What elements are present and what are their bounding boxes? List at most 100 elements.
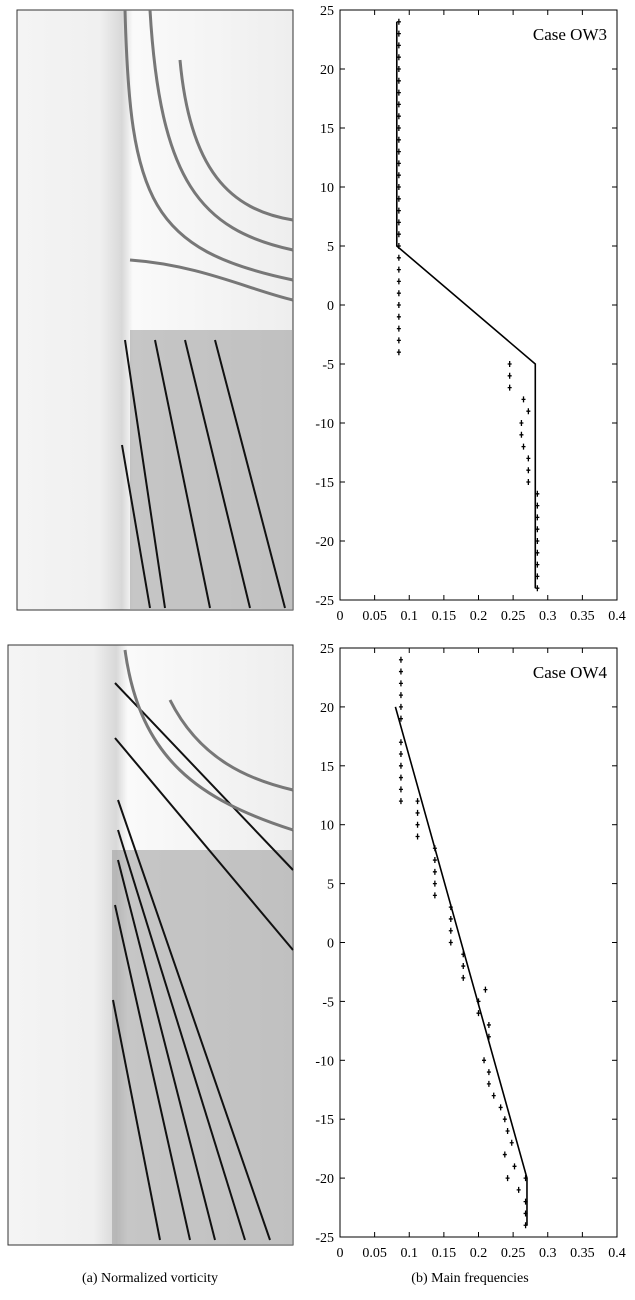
y-tick-label: 5 <box>327 240 334 255</box>
marker <box>461 963 466 970</box>
marker <box>521 443 526 450</box>
marker <box>482 1057 487 1064</box>
marker <box>448 915 453 922</box>
marker <box>519 420 524 426</box>
y-tick-label: 10 <box>320 819 334 834</box>
marker <box>448 939 453 946</box>
vorticity-image-bottom <box>7 644 294 1246</box>
marker <box>415 809 420 816</box>
marker <box>396 290 401 297</box>
x-tick-label: 0.35 <box>570 609 595 624</box>
x-tick-label: 0.2 <box>470 1246 488 1261</box>
marker <box>486 1021 491 1028</box>
marker <box>491 1092 496 1099</box>
marker <box>398 786 403 793</box>
x-tick-label: 0.4 <box>608 1246 626 1261</box>
marker <box>398 703 403 710</box>
marker <box>398 739 403 746</box>
marker <box>398 656 403 663</box>
marker <box>486 1069 491 1076</box>
marker <box>415 833 420 840</box>
marker <box>486 1080 491 1087</box>
x-tick-label: 0.25 <box>501 609 526 624</box>
marker <box>507 361 512 367</box>
marker <box>432 880 437 887</box>
y-tick-label: 0 <box>327 299 334 314</box>
vorticity-image-top <box>16 9 294 611</box>
marker <box>507 372 512 379</box>
marker <box>398 692 403 699</box>
y-tick-label: 25 <box>320 642 334 657</box>
marker <box>498 1104 503 1111</box>
marker <box>448 927 453 934</box>
marker <box>396 302 401 308</box>
x-tick-label: 0.15 <box>432 609 457 624</box>
y-tick-label: 20 <box>320 701 334 716</box>
marker <box>432 857 437 864</box>
marker <box>526 467 531 474</box>
marker <box>398 715 403 722</box>
marker <box>396 254 401 261</box>
annotation: Case OW3 <box>533 25 607 44</box>
annotation: Case OW4 <box>533 663 608 682</box>
marker <box>415 821 420 828</box>
marker <box>398 762 403 769</box>
marker <box>396 349 401 356</box>
x-tick-label: 0.3 <box>539 609 557 624</box>
y-tick-label: 15 <box>320 122 334 137</box>
y-tick-label: -20 <box>315 535 334 550</box>
x-tick-label: 0 <box>337 609 344 624</box>
marker <box>505 1175 510 1182</box>
fit-line <box>394 706 528 1226</box>
x-tick-label: 0.25 <box>501 1246 526 1261</box>
y-tick-label: -10 <box>315 417 334 432</box>
marker <box>432 892 437 899</box>
marker <box>461 974 466 981</box>
marker <box>509 1139 514 1146</box>
marker <box>519 431 524 438</box>
marker <box>505 1127 510 1134</box>
marker <box>476 1010 481 1017</box>
y-tick-label: 20 <box>320 63 334 78</box>
plot-frame <box>339 647 618 1238</box>
marker <box>396 278 401 285</box>
y-tick-label: 25 <box>320 4 334 19</box>
x-tick-label: 0.4 <box>608 609 626 624</box>
marker <box>415 798 420 805</box>
marker <box>396 337 401 344</box>
marker <box>521 396 526 403</box>
marker <box>398 798 403 805</box>
plot-frame <box>339 9 618 601</box>
x-tick-label: 0.05 <box>362 1246 387 1261</box>
marker <box>502 1116 507 1123</box>
marker <box>432 868 437 875</box>
y-tick-label: -10 <box>315 1054 334 1069</box>
y-tick-label: 10 <box>320 181 334 196</box>
marker <box>502 1151 507 1158</box>
x-tick-label: 0 <box>337 1246 344 1261</box>
x-tick-label: 0.2 <box>470 609 488 624</box>
marker <box>398 668 403 675</box>
marker <box>396 325 401 332</box>
marker <box>507 384 512 391</box>
y-tick-label: -25 <box>315 1231 334 1246</box>
y-tick-label: -25 <box>315 594 334 609</box>
caption-b: (b) Main frequencies <box>411 1271 528 1286</box>
x-tick-label: 0.1 <box>401 1246 419 1261</box>
fit-line <box>395 21 537 589</box>
marker <box>483 986 488 993</box>
y-tick-label: 0 <box>327 937 334 952</box>
x-tick-label: 0.3 <box>539 1246 557 1261</box>
x-tick-label: 0.35 <box>570 1246 595 1261</box>
marker <box>398 751 403 758</box>
y-tick-label: -15 <box>315 1113 334 1128</box>
marker <box>396 266 401 273</box>
marker <box>526 455 531 462</box>
y-tick-label: -5 <box>322 995 334 1010</box>
marker <box>512 1163 517 1170</box>
marker <box>516 1186 521 1193</box>
marker <box>526 408 531 415</box>
x-tick-label: 0.05 <box>362 609 387 624</box>
y-tick-label: -5 <box>322 358 334 373</box>
y-tick-label: -20 <box>315 1172 334 1187</box>
